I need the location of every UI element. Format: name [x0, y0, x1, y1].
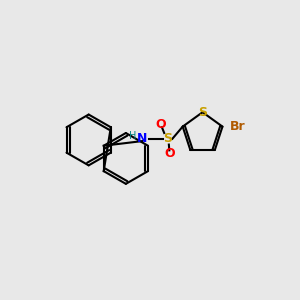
Text: O: O	[165, 147, 175, 160]
Text: O: O	[155, 118, 166, 131]
Text: S: S	[198, 106, 207, 119]
Text: H: H	[129, 131, 136, 142]
Text: Br: Br	[230, 120, 245, 133]
Text: N: N	[137, 132, 147, 145]
Text: S: S	[163, 132, 172, 145]
